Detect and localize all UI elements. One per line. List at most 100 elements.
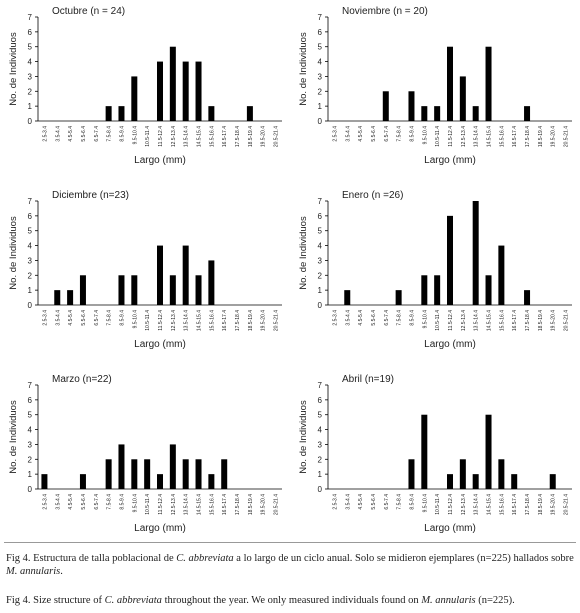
x-tick-label: 15.5-16.4 <box>499 494 505 515</box>
y-tick-label: 3 <box>28 440 33 449</box>
caption-text: . <box>60 566 63 577</box>
bar <box>105 106 112 121</box>
bar <box>421 106 428 121</box>
y-tick-label: 5 <box>28 411 33 420</box>
bar <box>144 459 151 489</box>
bar <box>498 459 505 489</box>
x-tick-label: 12.5-13.4 <box>171 126 177 147</box>
x-tick-label: 8.5-9.4 <box>409 126 415 142</box>
chart-title: Noviembre (n = 20) <box>342 6 428 17</box>
x-tick-label: 3.5-4.4 <box>345 494 351 510</box>
x-tick-label: 12.5-13.4 <box>461 494 467 515</box>
bar <box>157 61 163 121</box>
y-tick-label: 2 <box>318 455 323 464</box>
x-tick-label: 20.5-21.4 <box>274 126 280 147</box>
y-tick-label: 2 <box>318 271 323 280</box>
x-axis-label: Largo (mm) <box>424 523 476 534</box>
x-tick-label: 10.5-11.4 <box>145 494 151 515</box>
y-tick-label: 3 <box>28 72 33 81</box>
bar <box>511 474 518 489</box>
x-tick-label: 20.5-21.4 <box>564 126 570 147</box>
x-tick-label: 13.5-14.4 <box>474 310 480 331</box>
x-tick-label: 19.5-20.4 <box>261 126 267 147</box>
y-tick-label: 0 <box>318 117 323 126</box>
x-tick-label: 7.5-8.4 <box>107 126 113 142</box>
y-tick-label: 4 <box>318 242 323 251</box>
y-tick-label: 2 <box>28 87 33 96</box>
x-tick-label: 13.5-14.4 <box>184 126 190 147</box>
x-tick-label: 7.5-8.4 <box>397 494 403 510</box>
bar <box>434 106 441 121</box>
y-tick-label: 7 <box>318 381 323 390</box>
x-tick-label: 20.5-21.4 <box>274 310 280 331</box>
x-tick-label: 4.5-5.4 <box>358 494 364 510</box>
y-tick-label: 5 <box>318 43 323 52</box>
y-tick-label: 6 <box>318 28 323 37</box>
y-tick-label: 1 <box>318 286 323 295</box>
caption-text: throughout the year. We only measured in… <box>161 595 422 606</box>
y-axis-label: No. de Individuos <box>8 32 19 106</box>
bar <box>221 459 228 489</box>
y-tick-label: 0 <box>318 485 323 494</box>
x-axis-label: Largo (mm) <box>424 339 476 350</box>
x-tick-label: 2.5-3.4 <box>42 310 48 326</box>
y-tick-label: 0 <box>28 301 33 310</box>
bar <box>524 290 531 305</box>
x-tick-label: 15.5-16.4 <box>499 310 505 331</box>
bar <box>79 275 86 305</box>
y-axis-label: No. de Individuos <box>298 400 309 474</box>
bar <box>182 245 189 305</box>
x-tick-label: 19.5-20.4 <box>551 494 557 515</box>
bar <box>208 106 215 121</box>
x-tick-label: 6.5-7.4 <box>384 310 390 326</box>
bar <box>472 474 479 489</box>
species-name: M. annularis <box>421 595 476 606</box>
x-tick-label: 16.5-17.4 <box>222 494 228 515</box>
x-axis-label: Largo (mm) <box>134 523 186 534</box>
bar <box>498 245 505 305</box>
bar <box>524 106 531 121</box>
bar <box>182 61 189 121</box>
x-tick-label: 9.5-10.4 <box>132 310 138 329</box>
y-tick-label: 4 <box>318 426 323 435</box>
x-tick-label: 9.5-10.4 <box>132 494 138 513</box>
y-tick-label: 3 <box>318 72 323 81</box>
x-axis-label: Largo (mm) <box>424 155 476 166</box>
x-tick-label: 18.5-19.4 <box>538 126 544 147</box>
bar <box>195 61 202 121</box>
bar <box>485 275 492 305</box>
x-tick-label: 14.5-15.4 <box>197 494 203 515</box>
x-tick-label: 14.5-15.4 <box>197 310 203 331</box>
y-tick-label: 6 <box>28 212 33 221</box>
x-tick-label: 15.5-16.4 <box>499 126 505 147</box>
y-tick-label: 0 <box>318 301 323 310</box>
x-tick-label: 19.5-20.4 <box>551 310 557 331</box>
bar <box>118 444 125 489</box>
bar <box>131 459 138 489</box>
bar <box>157 474 163 489</box>
x-tick-label: 20.5-21.4 <box>274 494 280 515</box>
x-tick-label: 11.5-12.4 <box>158 494 164 515</box>
chart-title: Enero (n =26) <box>342 190 403 201</box>
x-tick-label: 4.5-5.4 <box>68 126 74 142</box>
bar <box>157 245 163 305</box>
x-tick-label: 6.5-7.4 <box>384 126 390 142</box>
x-tick-label: 9.5-10.4 <box>422 494 428 513</box>
bar <box>344 290 351 305</box>
x-tick-label: 14.5-15.4 <box>197 126 203 147</box>
y-tick-label: 3 <box>318 256 323 265</box>
y-tick-label: 1 <box>28 286 33 295</box>
y-tick-label: 1 <box>318 102 323 111</box>
bar <box>41 474 48 489</box>
y-tick-label: 7 <box>28 381 33 390</box>
caption-spanish: Fig 4. Estructura de talla poblacional d… <box>6 552 574 578</box>
y-tick-label: 7 <box>28 197 33 206</box>
x-tick-label: 3.5-4.4 <box>55 494 61 510</box>
x-tick-label: 4.5-5.4 <box>358 126 364 142</box>
bar <box>118 106 125 121</box>
x-tick-label: 14.5-15.4 <box>487 310 493 331</box>
bar <box>169 275 176 305</box>
bar <box>208 474 215 489</box>
y-tick-label: 2 <box>28 271 33 280</box>
x-tick-label: 18.5-19.4 <box>248 494 254 515</box>
